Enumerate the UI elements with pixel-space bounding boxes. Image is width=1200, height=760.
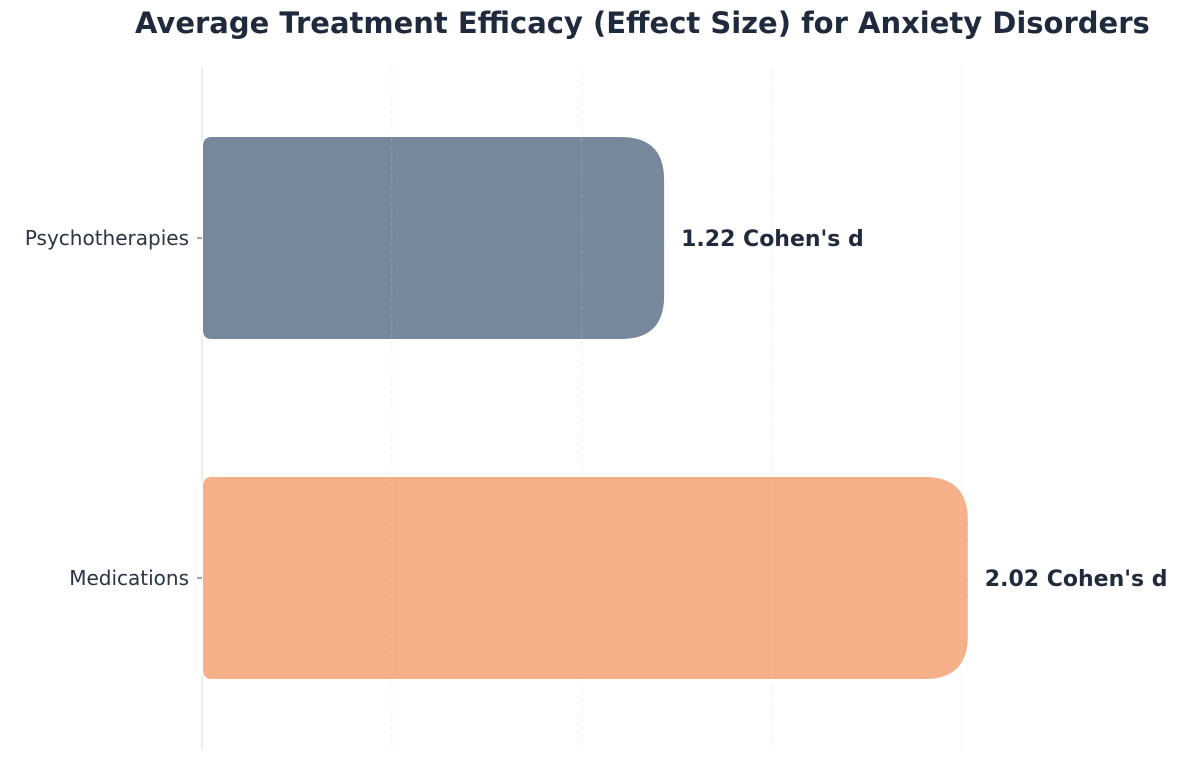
chart-title: Average Treatment Efficacy (Effect Size)… bbox=[135, 6, 1150, 40]
bars bbox=[201, 135, 970, 681]
labels: Psychotherapies 1.22 Cohen's d Medications… bbox=[25, 226, 1168, 592]
bar-medications bbox=[201, 475, 970, 681]
bar-psychotherapies bbox=[201, 135, 667, 341]
value-label: 1.22 Cohen's d bbox=[681, 227, 864, 252]
y-tick-label: Psychotherapies bbox=[25, 226, 189, 250]
grid-lines-over-bars bbox=[391, 68, 962, 750]
y-tick-label: Medications bbox=[69, 566, 189, 590]
value-label: 2.02 Cohen's d bbox=[985, 567, 1168, 592]
